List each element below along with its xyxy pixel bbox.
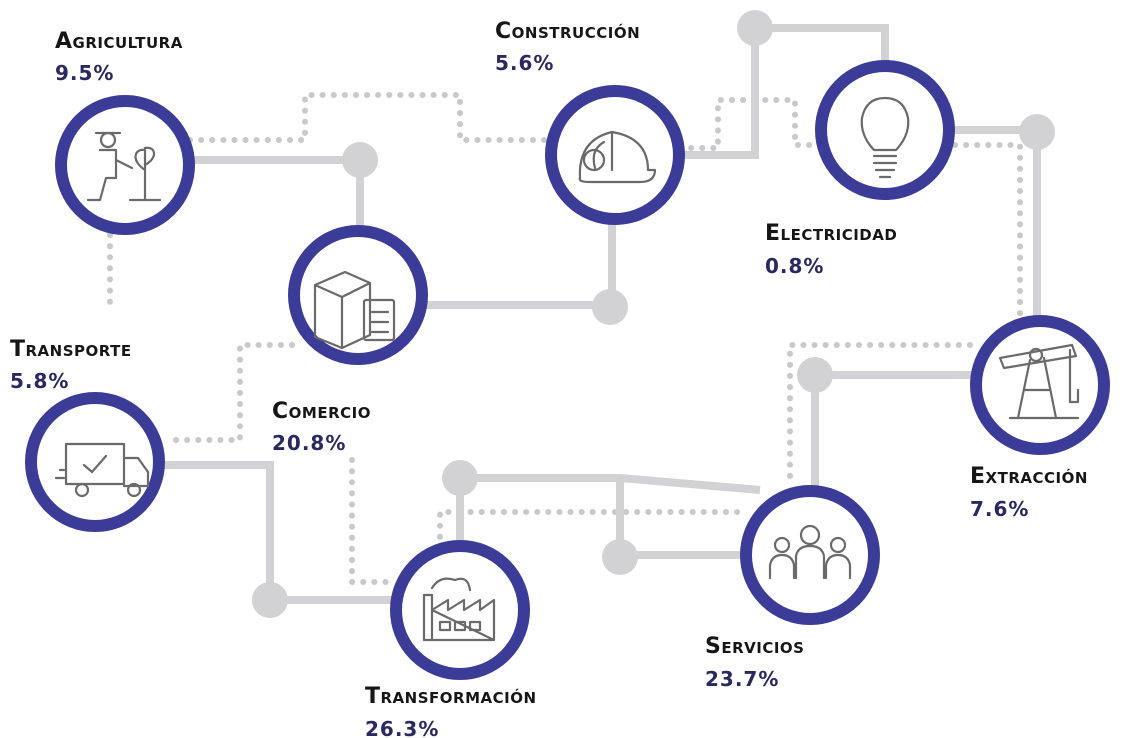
node-value: 23.7% — [705, 667, 779, 691]
node-transporte: Transporte 5.8% — [10, 337, 165, 532]
node-value: 26.3% — [365, 717, 439, 738]
node-value: 5.6% — [495, 51, 554, 75]
node-label: Comercio — [272, 399, 371, 424]
node-label: Agricultura — [55, 29, 183, 54]
node-label: Electricidad — [765, 221, 897, 246]
node-servicios: Servicios 23.7% — [705, 485, 880, 691]
node-construccion: Construcción 5.6% — [495, 19, 685, 225]
node-value: 0.8% — [765, 254, 824, 278]
connectors — [107, 10, 1055, 618]
node-label: Transformación — [365, 684, 537, 709]
node-value: 20.8% — [272, 431, 346, 455]
node-label: Extracción — [970, 464, 1088, 489]
node-value: 7.6% — [970, 497, 1029, 521]
node-value: 5.8% — [10, 369, 69, 393]
node-label: Transporte — [10, 337, 132, 362]
node-electricidad: Electricidad 0.8% — [765, 60, 955, 278]
node-label: Construcción — [495, 19, 640, 44]
node-transformacion: Transformación 26.3% — [365, 540, 537, 738]
node-extraccion: Extracción 7.6% — [970, 315, 1110, 521]
node-comercio: Comercio 20.8% — [272, 225, 428, 455]
node-label: Servicios — [705, 634, 804, 659]
node-agricultura: Agricultura 9.5% — [55, 29, 195, 235]
node-value: 9.5% — [55, 61, 114, 85]
